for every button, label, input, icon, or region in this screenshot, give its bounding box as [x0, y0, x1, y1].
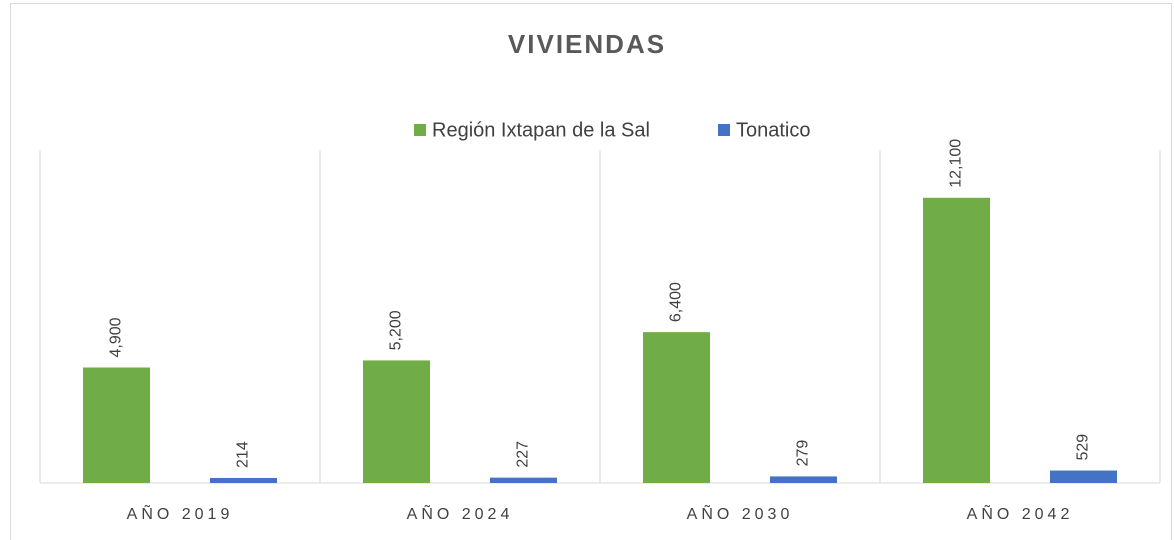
chart-border [10, 3, 1172, 540]
data-label: 4,900 [108, 317, 125, 357]
data-label: 529 [1075, 434, 1092, 461]
data-label: 5,200 [388, 310, 405, 350]
data-label: 214 [235, 441, 252, 468]
data-label: 12,100 [948, 139, 965, 188]
x-tick-label: AÑO 2019 [127, 503, 234, 523]
bar [363, 360, 430, 483]
bar [1050, 470, 1117, 483]
bar [83, 367, 150, 483]
x-tick-label: AÑO 2042 [967, 503, 1074, 523]
legend-swatch [718, 124, 730, 136]
bar [643, 332, 710, 483]
data-label: 227 [515, 441, 532, 468]
data-label: 6,400 [668, 282, 685, 322]
chart-title: VIVIENDAS [508, 29, 666, 59]
x-tick-label: AÑO 2030 [687, 503, 794, 523]
legend-label: Región Ixtapan de la Sal [432, 119, 650, 141]
legend-label: Tonatico [736, 119, 811, 141]
bar [490, 477, 557, 483]
bar [210, 477, 277, 483]
legend-swatch [414, 124, 426, 136]
bar [770, 476, 837, 483]
x-tick-label: AÑO 2024 [407, 503, 514, 523]
data-label: 279 [795, 440, 812, 467]
bar [923, 197, 990, 484]
